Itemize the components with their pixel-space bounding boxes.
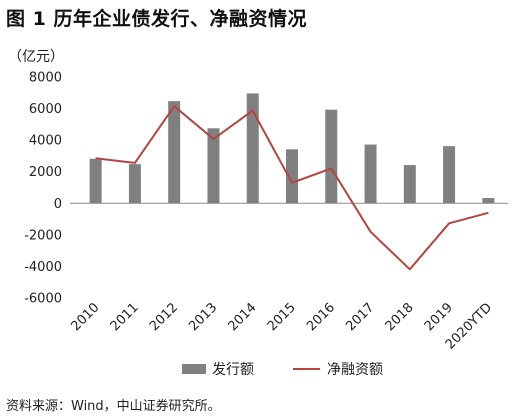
y-tick-label: 8000 <box>29 71 62 86</box>
chart-title: 图 1 历年企业债发行、净融资情况 <box>6 8 307 30</box>
x-tick-label: 2017 <box>343 300 377 334</box>
x-tick-label: 2016 <box>304 300 338 334</box>
x-tick-label: 2012 <box>147 300 181 334</box>
x-tick-label: 2014 <box>226 300 260 334</box>
line-path <box>95 105 489 271</box>
x-tick-label: 2013 <box>186 300 220 334</box>
legend-bar-label: 发行额 <box>212 362 254 378</box>
bar-2010 <box>89 158 102 204</box>
bar-2017 <box>364 144 377 204</box>
legend-line-label: 净融资额 <box>327 362 383 378</box>
legend: 发行额 净融资额 <box>182 362 383 378</box>
bar-2013 <box>207 128 220 204</box>
x-tick-label: 2011 <box>108 300 142 334</box>
bar-2019 <box>443 146 456 204</box>
x-tick-label: 2010 <box>68 300 102 334</box>
bar-series <box>89 93 495 204</box>
y-tick-label: 6000 <box>29 102 62 117</box>
source-note: 资料来源：Wind，中山证券研究所。 <box>6 399 221 414</box>
y-tick-label: -6000 <box>24 292 62 307</box>
bar-2018 <box>403 165 416 204</box>
bar-2015 <box>286 149 298 204</box>
line-series <box>95 105 489 271</box>
y-axis-ticks: -6000 -4000 -2000 0 2000 4000 6000 8000 <box>24 71 62 307</box>
legend-bar-swatch <box>182 364 206 374</box>
y-tick-label: 4000 <box>29 134 62 149</box>
x-axis-ticks: 2010 2011 2012 2013 2014 2015 2016 2017 2018 2019… <box>68 300 495 352</box>
bar-2011 <box>128 164 141 204</box>
bar-2014 <box>246 93 259 204</box>
x-tick-label: 2019 <box>422 300 456 334</box>
y-tick-label: 0 <box>54 197 62 212</box>
bar-2020YTD <box>482 198 495 204</box>
y-tick-label: 2000 <box>29 165 62 180</box>
x-tick-label: 2018 <box>383 300 417 334</box>
y-tick-label: -2000 <box>24 228 62 243</box>
bar-2016 <box>325 109 338 204</box>
y-tick-label: -4000 <box>24 260 62 275</box>
x-tick-label: 2015 <box>265 300 299 334</box>
y-axis-unit-label: （亿元） <box>8 49 64 65</box>
bar-2012 <box>168 101 181 204</box>
